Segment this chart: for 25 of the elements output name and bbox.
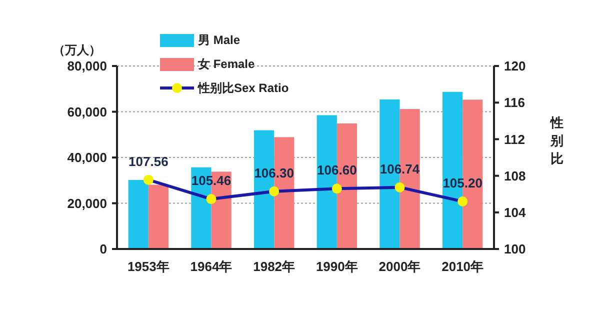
y-tick-label: 80,000: [67, 58, 107, 74]
data-label: 107.56: [128, 154, 168, 169]
x-tick-label: 1990年: [316, 259, 358, 274]
y-tick-label: 40,000: [67, 150, 107, 166]
x-tick-label: 1982年: [253, 259, 296, 274]
y-tick-label: 60,000: [67, 104, 107, 120]
x-tick-label: 1953年: [127, 259, 170, 274]
y2-tick-label: 108: [504, 168, 526, 184]
legend-label: 女 Female: [197, 57, 256, 72]
legend-label: 性别比Sex Ratio: [197, 81, 289, 96]
y-tick-label: 20,000: [67, 196, 107, 211]
y-axis-title: （万人）: [53, 43, 101, 57]
legend-label: 男 Male: [197, 33, 240, 48]
x-tick-label: 1964年: [190, 259, 232, 274]
y2-tick-label: 116: [504, 95, 525, 110]
x-tick-label: 2000年: [378, 259, 421, 274]
y2-tick-label: 100: [504, 242, 526, 257]
y2-axis-title: 性别比: [550, 115, 564, 166]
y2-tick-label: 120: [504, 58, 526, 74]
y2-tick-label: 112: [504, 132, 525, 147]
y-tick-label: 0: [100, 242, 107, 257]
bar: [128, 180, 148, 249]
bar: [148, 184, 169, 249]
y2-tick-label: 104: [504, 204, 526, 220]
x-tick-label: 2010年: [442, 259, 484, 274]
